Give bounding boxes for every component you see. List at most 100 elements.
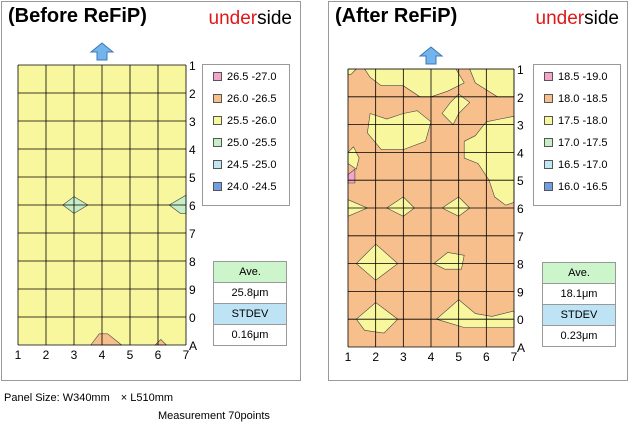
ave-label: Ave. (214, 262, 286, 283)
x-tick-label: 3 (71, 348, 78, 362)
panel-size-note: Panel Size: W340mm × L510mm (4, 392, 174, 404)
y-tick-label: 4 (517, 146, 524, 160)
x-tick-label: 4 (99, 348, 106, 362)
contour-region (355, 302, 399, 334)
y-tick-label: 0 (517, 313, 524, 327)
legend-label: 25.5 -26.0 (227, 115, 277, 127)
legend-label: 16.5 -17.0 (558, 159, 608, 171)
legend-swatch (544, 138, 553, 147)
y-tick-label: 9 (517, 285, 524, 299)
y-tick-label: 5 (189, 171, 196, 185)
y-tick-label: 4 (189, 143, 196, 157)
legend-swatch (213, 160, 222, 169)
side-prefix: under (208, 8, 258, 29)
y-tick-label: 9 (189, 283, 196, 297)
stats-after: Ave. 18.1μm STDEV 0.23μm (542, 262, 616, 347)
legend-swatch (213, 138, 222, 147)
legend-swatch (544, 182, 553, 191)
x-tick-label: 3 (400, 350, 407, 364)
x-tick-label: 2 (43, 348, 50, 362)
y-tick-label: 8 (189, 255, 196, 269)
heatmap-before: 1 2 3 4 5 6 7 1 2 3 4 5 6 7 8 9 0 A (15, 42, 197, 362)
side-suffix: side (584, 8, 619, 29)
y-tick-label: 1 (517, 63, 524, 77)
legend-item: 25.5 -26.0 (213, 115, 277, 127)
side-label: underside (209, 8, 292, 30)
y-tick-label: 8 (517, 258, 524, 272)
x-tick-label: 5 (127, 348, 134, 362)
legend-item: 17.5 -18.0 (544, 115, 608, 127)
stdev-label: STDEV (214, 304, 286, 325)
y-tick-label: 3 (517, 119, 524, 133)
side-suffix: side (257, 8, 292, 29)
legend-item: 17.0 -17.5 (544, 137, 608, 149)
y-tick-label: 1 (189, 59, 196, 73)
side-prefix: under (535, 8, 585, 29)
chart-title: (Before ReFiP) (8, 5, 147, 27)
legend-label: 16.0 -16.5 (558, 181, 608, 193)
x-tick-label: 1 (345, 350, 352, 364)
y-tick-label: 2 (517, 91, 524, 105)
direction-arrow-icon (418, 46, 444, 65)
after-panel: (After ReFiP) underside 1 2 3 4 5 6 7 1 2 3 4 5 6 7 8 9… (328, 1, 628, 381)
legend-item: 16.5 -17.0 (544, 159, 608, 171)
legend-label: 17.5 -18.0 (558, 115, 608, 127)
ave-value: 18.1μm (543, 284, 615, 305)
stdev-value: 0.23μm (560, 330, 598, 342)
legend-swatch (213, 116, 222, 125)
legend-before: 26.5 -27.0 26.0 -26.5 25.5 -26.0 25.0 -25.5… (202, 64, 290, 206)
y-tick-label: 6 (189, 199, 196, 213)
heatmap-after: 1 2 3 4 5 6 7 1 2 3 4 5 6 7 8 9 0 A (345, 46, 525, 364)
legend-swatch (544, 94, 553, 103)
x-tick-label: 5 (455, 350, 462, 364)
stats-before: Ave. 25.8μm STDEV 0.16μm (213, 261, 287, 346)
contour-region (433, 252, 465, 270)
x-tick-label: 2 (372, 350, 379, 364)
y-tick-label: A (189, 339, 197, 353)
legend-label: 25.0 -25.5 (227, 137, 277, 149)
contour-region (463, 115, 515, 206)
legend-item: 18.5 -19.0 (544, 71, 608, 83)
ave-value: 25.8μm (214, 283, 286, 304)
x-tick-label: 4 (428, 350, 435, 364)
legend-after: 18.5 -19.0 18.0 -18.5 17.5 -18.0 17.0 -17.5… (533, 64, 621, 206)
legend-swatch (213, 182, 222, 191)
legend-item: 16.0 -16.5 (544, 181, 608, 193)
stdev-label: STDEV (543, 305, 615, 326)
y-tick-label: 7 (517, 230, 524, 244)
side-label: underside (536, 8, 619, 30)
legend-item: 18.0 -18.5 (544, 93, 608, 105)
y-tick-label: A (517, 341, 525, 355)
legend-swatch (544, 72, 553, 81)
y-tick-label: 5 (517, 174, 524, 188)
stdev-value: 0.16μm (231, 329, 269, 341)
contour-region (367, 110, 432, 150)
legend-item: 24.0 -24.5 (213, 181, 277, 193)
y-tick-label: 2 (189, 87, 196, 101)
legend-item: 25.0 -25.5 (213, 137, 277, 149)
legend-swatch (544, 160, 553, 169)
legend-label: 26.5 -27.0 (227, 71, 277, 83)
chart-title: (After ReFiP) (335, 5, 458, 27)
legend-swatch (544, 116, 553, 125)
legend-label: 24.5 -25.0 (227, 159, 277, 171)
legend-label: 18.0 -18.5 (558, 93, 608, 105)
legend-swatch (213, 72, 222, 81)
legend-label: 24.0 -24.5 (227, 181, 277, 193)
x-tick-label: 7 (183, 348, 190, 362)
legend-item: 26.5 -27.0 (213, 71, 277, 83)
ave-label: Ave. (543, 263, 615, 284)
x-tick-label: 6 (155, 348, 162, 362)
direction-arrow-icon (89, 42, 115, 61)
legend-item: 24.5 -25.0 (213, 159, 277, 171)
legend-label: 17.0 -17.5 (558, 137, 608, 149)
legend-label: 26.0 -26.5 (227, 93, 277, 105)
y-tick-label: 0 (189, 311, 196, 325)
legend-item: 26.0 -26.5 (213, 93, 277, 105)
y-tick-label: 3 (189, 115, 196, 129)
y-tick-label: 7 (189, 227, 196, 241)
x-tick-label: 1 (15, 348, 22, 362)
legend-label: 18.5 -19.0 (558, 71, 608, 83)
legend-swatch (213, 94, 222, 103)
measurement-note: Measurement 70points (158, 410, 270, 422)
